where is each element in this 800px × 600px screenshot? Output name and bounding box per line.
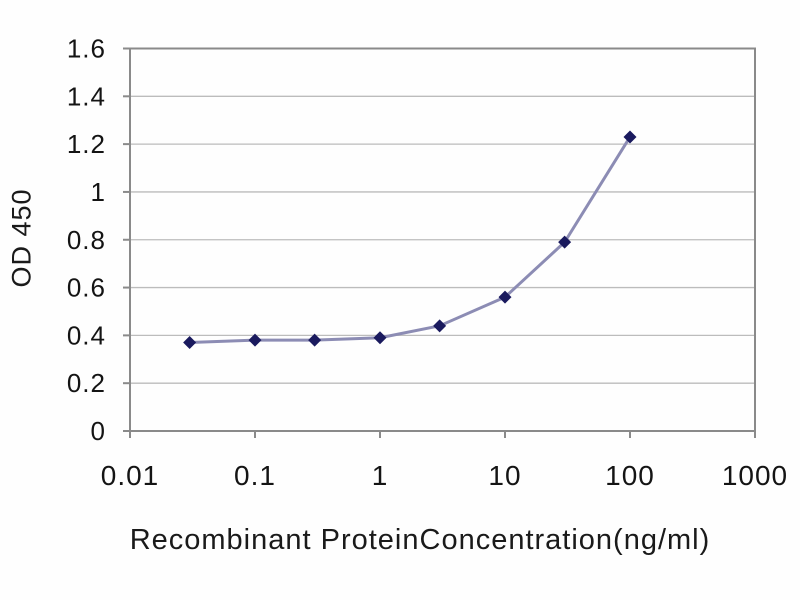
x-tick-label: 1000 (722, 460, 788, 491)
x-tick-label: 1 (372, 460, 389, 491)
y-axis-title: OD 450 (6, 188, 37, 288)
x-tick-label: 0.01 (101, 460, 160, 491)
y-tick-label: 0.6 (67, 273, 106, 303)
x-tick-label: 0.1 (234, 460, 276, 491)
data-point-marker (498, 290, 512, 304)
data-point-marker (308, 333, 322, 347)
y-tick-label: 1.4 (67, 81, 106, 111)
y-tick-label: 0 (91, 416, 106, 446)
data-point-marker (183, 336, 197, 350)
y-tick-label: 0.8 (67, 225, 106, 255)
data-point-marker (433, 319, 447, 333)
data-point-marker (248, 333, 262, 347)
data-point-marker (373, 331, 387, 345)
y-tick-label: 0.2 (67, 368, 106, 398)
x-tick-label: 100 (605, 460, 655, 491)
y-tick-label: 1 (91, 177, 106, 207)
series-line (188, 135, 632, 345)
data-point-marker (558, 235, 572, 249)
y-tick-label: 1.2 (67, 129, 106, 159)
y-tick-label: 0.4 (67, 320, 106, 350)
x-axis-title: Recombinant ProteinConcentration(ng/ml) (129, 524, 711, 556)
y-tick-label: 1.6 (67, 34, 106, 64)
data-point-marker (623, 130, 637, 144)
x-tick-label: 10 (488, 460, 521, 491)
